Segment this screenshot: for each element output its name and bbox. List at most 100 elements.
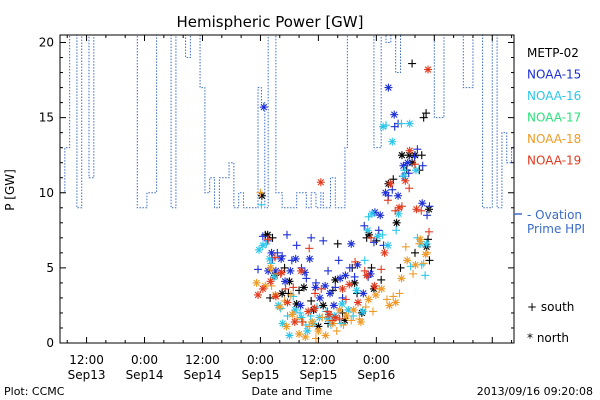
- point-south-noaa-15: [374, 226, 383, 235]
- point-south-noaa-15: [324, 266, 333, 275]
- point-north-noaa-16: [338, 299, 347, 308]
- x-tick-label-time: 0:00: [131, 353, 158, 367]
- point-south-metp-02: [408, 59, 417, 68]
- y-tick-label: 5: [46, 261, 54, 275]
- point-south-metp-02: [389, 175, 398, 184]
- point-north-noaa-15: [286, 266, 295, 275]
- marker-legend-item: + south: [527, 300, 574, 314]
- point-north-metp-02: [278, 289, 287, 298]
- point-north-noaa-15: [267, 248, 276, 257]
- legend-item: NOAA-18: [527, 132, 581, 146]
- point-south-noaa-16: [392, 226, 401, 235]
- x-axis-label: Date and Time: [252, 385, 333, 398]
- point-south-noaa-18: [368, 307, 377, 316]
- point-north-noaa-18: [411, 260, 420, 269]
- point-south-noaa-18: [339, 320, 348, 329]
- point-north-noaa-15: [329, 301, 338, 310]
- point-north-noaa-16: [363, 226, 372, 235]
- point-north-noaa-15: [390, 110, 399, 119]
- point-north-noaa-19: [412, 205, 421, 214]
- point-south-noaa-19: [317, 284, 326, 293]
- point-north-noaa-16: [265, 254, 274, 263]
- point-north-noaa-18: [342, 311, 351, 320]
- point-north-noaa-18: [314, 326, 323, 335]
- point-south-metp-02: [377, 275, 386, 284]
- point-north-noaa-16: [358, 307, 367, 316]
- point-south-noaa-15: [319, 236, 328, 245]
- x-tick-label-time: 12:00: [69, 353, 104, 367]
- point-north-noaa-16: [285, 331, 294, 340]
- point-south-noaa-15: [258, 232, 267, 241]
- point-south-noaa-19: [289, 283, 298, 292]
- point-south-noaa-18: [415, 239, 424, 248]
- point-south-noaa-19: [297, 317, 306, 326]
- point-south-noaa-15: [350, 272, 359, 281]
- point-north-noaa-19: [290, 317, 299, 326]
- point-south-noaa-19: [341, 295, 350, 304]
- point-south-noaa-15: [418, 161, 427, 170]
- point-north-metp-02: [392, 218, 401, 227]
- point-north-noaa-15: [300, 268, 309, 277]
- point-north-noaa-15: [399, 161, 408, 170]
- y-tick-label: 15: [39, 111, 54, 125]
- point-south-noaa-18: [419, 259, 428, 268]
- point-north-noaa-19: [370, 281, 379, 290]
- point-north-noaa-18: [364, 295, 373, 304]
- marker-legend-item: * north: [527, 331, 569, 345]
- point-north-noaa-15: [381, 188, 390, 197]
- point-north-noaa-15: [341, 271, 350, 280]
- point-north-noaa-19: [266, 277, 275, 286]
- point-south-noaa-15: [334, 256, 343, 265]
- footer-plot-credit: Plot: CCMC: [4, 385, 65, 398]
- point-south-noaa-15: [254, 265, 263, 274]
- point-south-noaa-15: [425, 202, 434, 211]
- point-south-noaa-19: [410, 160, 419, 169]
- point-north-noaa-15: [359, 289, 368, 298]
- point-south-noaa-19: [311, 289, 320, 298]
- point-south-metp-02: [280, 263, 289, 272]
- point-south-noaa-18: [382, 295, 391, 304]
- point-south-noaa-16: [262, 239, 271, 248]
- point-south-noaa-16: [257, 200, 266, 209]
- point-north-noaa-19: [395, 203, 404, 212]
- y-tick-label: 10: [39, 186, 54, 200]
- point-south-metp-02: [410, 248, 419, 257]
- point-south-metp-02: [396, 263, 405, 272]
- point-north-noaa-15: [281, 277, 290, 286]
- point-north-noaa-18: [275, 302, 284, 311]
- point-south-noaa-18: [389, 292, 398, 301]
- point-south-noaa-18: [318, 313, 327, 322]
- point-north-noaa-19: [277, 268, 286, 277]
- x-tick-label-time: 12:00: [301, 353, 336, 367]
- point-north-noaa-18: [308, 317, 317, 326]
- chart-title: Hemispheric Power [GW]: [177, 13, 364, 31]
- point-south-noaa-16: [397, 119, 406, 128]
- point-north-noaa-15: [305, 254, 314, 263]
- point-north-noaa-18: [416, 235, 425, 244]
- point-north-noaa-19: [271, 292, 280, 301]
- point-north-noaa-18: [288, 310, 297, 319]
- legend-item: NOAA-19: [527, 154, 581, 168]
- point-north-noaa-16: [368, 209, 377, 218]
- point-north-noaa-18: [295, 329, 304, 338]
- point-north-noaa-19: [386, 179, 395, 188]
- point-north-noaa-15: [376, 211, 385, 220]
- point-north-noaa-18: [377, 284, 386, 293]
- point-north-noaa-18: [282, 322, 291, 331]
- point-north-noaa-18: [356, 317, 365, 326]
- point-south-noaa-16: [421, 271, 430, 280]
- point-south-noaa-19: [367, 233, 376, 242]
- point-north-noaa-18: [403, 256, 412, 265]
- point-north-noaa-16: [254, 245, 263, 254]
- point-south-metp-02: [425, 256, 434, 265]
- point-south-noaa-15: [388, 185, 397, 194]
- point-north-noaa-16: [258, 241, 267, 250]
- point-south-noaa-19: [383, 196, 392, 205]
- point-north-noaa-15: [259, 103, 268, 112]
- point-south-metp-02: [417, 151, 426, 160]
- point-south-noaa-15: [345, 263, 354, 272]
- point-south-noaa-15: [283, 230, 291, 239]
- point-north-noaa-18: [385, 301, 394, 310]
